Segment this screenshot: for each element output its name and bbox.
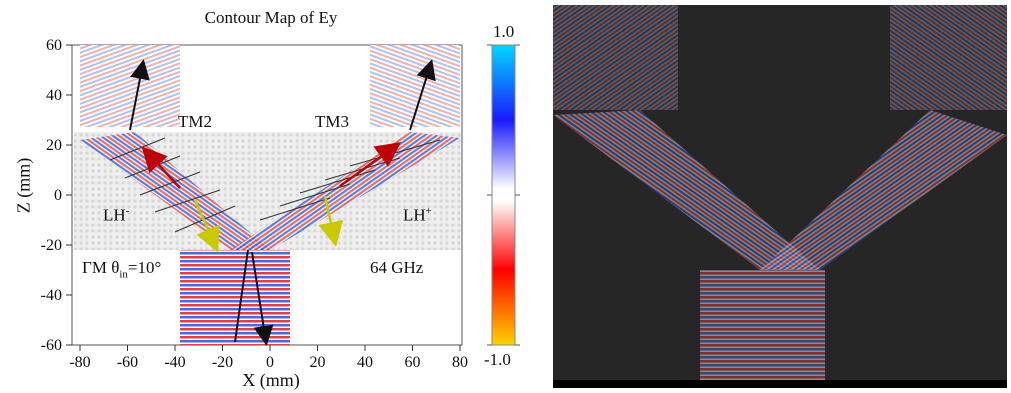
x-tick-label: 60 [405,354,421,371]
label-lh-minus: LH- [103,205,130,225]
colorbar [491,44,516,346]
x-tick-label: 0 [266,354,274,371]
label-frequency: 64 GHz [370,258,424,277]
label-tm3: TM3 [315,112,349,131]
y-tick-label: 60 [46,37,62,54]
y-tick-label: -60 [41,337,62,354]
x-tick-label: 20 [310,354,326,371]
colorbar-max-label: 1.0 [493,22,515,41]
arrow-yellow-right [318,195,343,247]
label-tm2: TM2 [178,112,212,131]
arrow-yellow-left [193,199,220,253]
label-lh-plus: LH+ [403,205,432,225]
x-tick-label: -80 [69,354,90,371]
arrow-red-left [141,146,181,189]
x-tick-label: -60 [117,354,138,371]
arrow-tm3 [409,59,436,131]
arrow-red-right [339,142,402,188]
y-tick-label: 0 [54,187,62,204]
x-tick-label: 80 [452,354,468,371]
x-axis-ticks: -80 -60 -40 -20 0 20 40 60 80 [69,345,468,371]
y-tick-label: -40 [41,287,62,304]
y-tick-label: 20 [46,137,62,154]
chart-title: Contour Map of Ey [204,8,338,27]
x-tick-label: 40 [357,354,373,371]
x-tick-label: -20 [212,354,233,371]
beam-lh-minus [80,132,270,250]
label-incidence: ΓM θin=10° [82,258,162,281]
y-axis-ticks: -60 -40 -20 0 20 40 60 [41,37,72,354]
beam-incident [180,250,290,345]
beam-top-left [80,45,180,127]
arrow-tm2 [129,59,150,131]
beam-lh-plus [230,132,460,250]
y-tick-label: 40 [46,87,62,104]
arrow-incident [234,249,249,343]
right-panel-beams [553,5,1007,380]
y-tick-label: -20 [41,237,62,254]
colorbar-min-label: -1.0 [484,350,511,369]
x-axis-label: X (mm) [242,370,300,390]
x-tick-label: -40 [164,354,185,371]
